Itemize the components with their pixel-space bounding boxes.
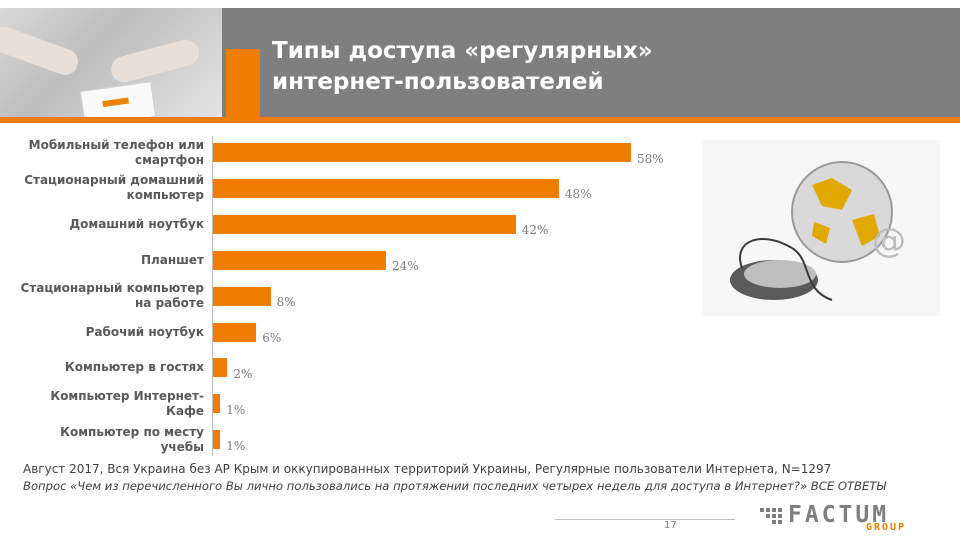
category-label-line: Кафе	[166, 403, 204, 418]
category-label-line: Компьютер по месту	[60, 424, 204, 439]
factum-logo: FACTUM GROUP	[760, 502, 938, 536]
value-label: 24%	[391, 259, 419, 274]
bar	[213, 430, 221, 450]
page-title: Типы доступа «регулярных» интернет-польз…	[272, 36, 653, 98]
logo-dots-icon	[760, 508, 782, 524]
category-label: Планшет	[20, 253, 204, 268]
logo-sub-text: GROUP	[866, 522, 907, 533]
category-label-line: учебы	[160, 439, 204, 454]
bar	[213, 214, 516, 234]
title-line-2: интернет-пользователей	[272, 69, 604, 95]
footnote-question: Вопрос «Чем из перечисленного Вы лично п…	[23, 479, 886, 493]
bar	[213, 322, 257, 342]
category-label-line: Домашний ноутбук	[69, 216, 204, 231]
value-label: 58%	[637, 151, 664, 166]
bar	[213, 394, 221, 414]
bar	[213, 178, 559, 198]
value-label: 6%	[262, 331, 282, 345]
value-label: 48%	[564, 187, 592, 202]
category-label-line: Компьютер Интернет-	[50, 388, 204, 403]
header-photo	[0, 8, 222, 123]
bar	[213, 286, 271, 306]
value-label: 42%	[521, 223, 549, 238]
category-label-line: на работе	[135, 296, 204, 311]
bar	[213, 250, 386, 270]
value-label: 2%	[233, 366, 253, 381]
svg-text:@: @	[872, 221, 906, 261]
chart-axis	[212, 136, 213, 456]
category-label-line: смартфон	[134, 152, 204, 167]
category-label: Компьютер в гостях	[20, 360, 204, 375]
value-label: 1%	[226, 402, 246, 417]
category-label: Домашний ноутбук	[20, 217, 204, 232]
category-label-line: Стационарный домашний	[24, 173, 204, 188]
category-label-line: Стационарный компьютер	[20, 281, 204, 296]
globe-mouse-image: @	[702, 140, 940, 316]
category-label: Стационарный домашний компьютер	[20, 173, 204, 203]
category-label-line: Планшет	[140, 252, 204, 267]
category-label-line: Рабочий ноутбук	[85, 324, 204, 339]
title-line-1: Типы доступа «регулярных»	[272, 38, 653, 64]
value-label: 8%	[276, 295, 296, 310]
page-divider	[555, 519, 735, 520]
category-label: Стационарный компьютер на работе	[20, 281, 204, 311]
header-accent-line	[0, 117, 960, 123]
category-label-line: Компьютер в гостях	[64, 360, 204, 375]
bar	[213, 143, 631, 162]
category-label: Рабочий ноутбук	[20, 325, 204, 340]
page-number: 17	[664, 520, 677, 531]
category-label: Мобильный телефон или смартфон	[20, 138, 204, 168]
category-label-line: компьютер	[126, 188, 204, 203]
value-label: 1%	[226, 438, 246, 453]
footnote-survey: Август 2017, Вся Украина без АР Крым и о…	[23, 462, 832, 476]
category-label: Компьютер Интернет- Кафе	[20, 389, 204, 419]
header-accent-box	[226, 49, 260, 123]
bar	[213, 358, 228, 378]
category-label-line: Мобильный телефон или	[28, 137, 204, 152]
category-label: Компьютер по месту учебы	[20, 425, 204, 455]
logo-main-text: FACTUM	[788, 502, 890, 528]
